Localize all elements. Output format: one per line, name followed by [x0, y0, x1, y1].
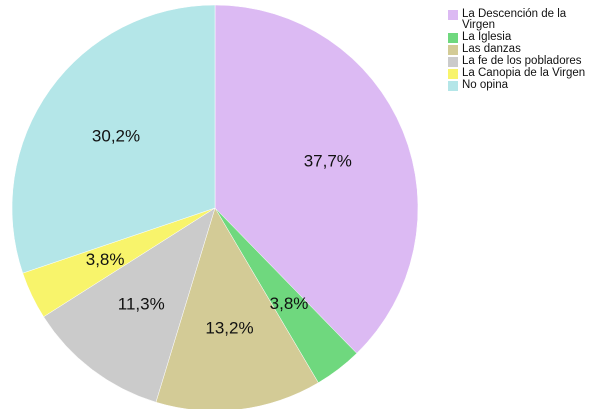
legend-swatch — [448, 69, 458, 79]
legend-label: La fe de los pobladores — [462, 55, 582, 67]
legend-item: La Canopia de la Virgen — [448, 67, 588, 79]
pie-slice — [43, 207, 216, 403]
legend-item: La fe de los pobladores — [448, 55, 588, 67]
pie-slice — [11, 4, 216, 274]
legend-label: La Descención de la Virgen — [462, 8, 567, 31]
legend-label: La Canopia de la Virgen — [462, 67, 586, 79]
legend-swatch — [448, 81, 458, 91]
slice-label: 30,2% — [92, 127, 140, 146]
legend-item: La Descención de la Virgen — [448, 8, 588, 31]
legend-label: Las danzas — [462, 43, 521, 55]
slice-label: 13,2% — [205, 318, 253, 337]
legend-item: La Iglesia — [448, 31, 588, 43]
legend-swatch — [448, 57, 458, 67]
legend: La Descención de la Virgen La Iglesia Las … — [448, 8, 588, 92]
pie-slice — [214, 4, 419, 354]
legend-swatch — [448, 45, 458, 55]
pie-slice — [155, 207, 319, 409]
slice-label: 3,8% — [270, 294, 309, 313]
legend-item: No opina — [448, 79, 588, 91]
slice-label: 11,3% — [118, 294, 165, 313]
slice-label: 3,8% — [86, 250, 125, 269]
legend-label: La Iglesia — [462, 31, 512, 43]
legend-swatch — [448, 10, 458, 20]
slice-label: 37,7% — [304, 152, 352, 171]
legend-swatch — [448, 33, 458, 43]
legend-item: Las danzas — [448, 43, 588, 55]
legend-label: No opina — [462, 79, 509, 91]
